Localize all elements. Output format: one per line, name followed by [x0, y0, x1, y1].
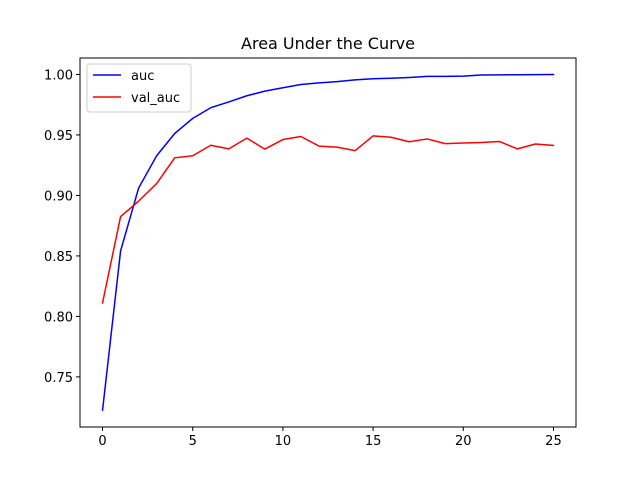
x-tick-label: 5	[189, 434, 197, 449]
y-tick-label: 0.90	[44, 189, 73, 204]
legend-label-auc: auc	[131, 69, 154, 84]
x-tick-label: 20	[455, 434, 472, 449]
y-tick-label: 0.85	[44, 250, 73, 265]
y-tick-label: 0.95	[44, 129, 73, 144]
y-tick-label: 0.75	[44, 371, 73, 386]
legend: auc val_auc	[86, 63, 192, 113]
series-line-auc	[101, 73, 555, 412]
series-line-val-auc	[101, 135, 555, 304]
x-tick-label: 0	[98, 434, 106, 449]
chart-title: Area Under the Curve	[241, 34, 415, 53]
plot-lines	[101, 73, 555, 412]
y-tick-label: 1.00	[44, 68, 73, 83]
legend-label-val-auc: val_auc	[131, 91, 180, 106]
x-tick-label: 15	[365, 434, 382, 449]
x-axis: 0 5 10 15 20 25	[98, 427, 562, 449]
plot-frame	[79, 57, 577, 428]
legend-box	[86, 63, 192, 113]
y-tick-label: 0.80	[44, 310, 73, 325]
y-axis: 0.75 0.80 0.85 0.90 0.95 1.00	[44, 68, 80, 386]
x-tick-label: 10	[275, 434, 292, 449]
x-tick-label: 25	[545, 434, 562, 449]
